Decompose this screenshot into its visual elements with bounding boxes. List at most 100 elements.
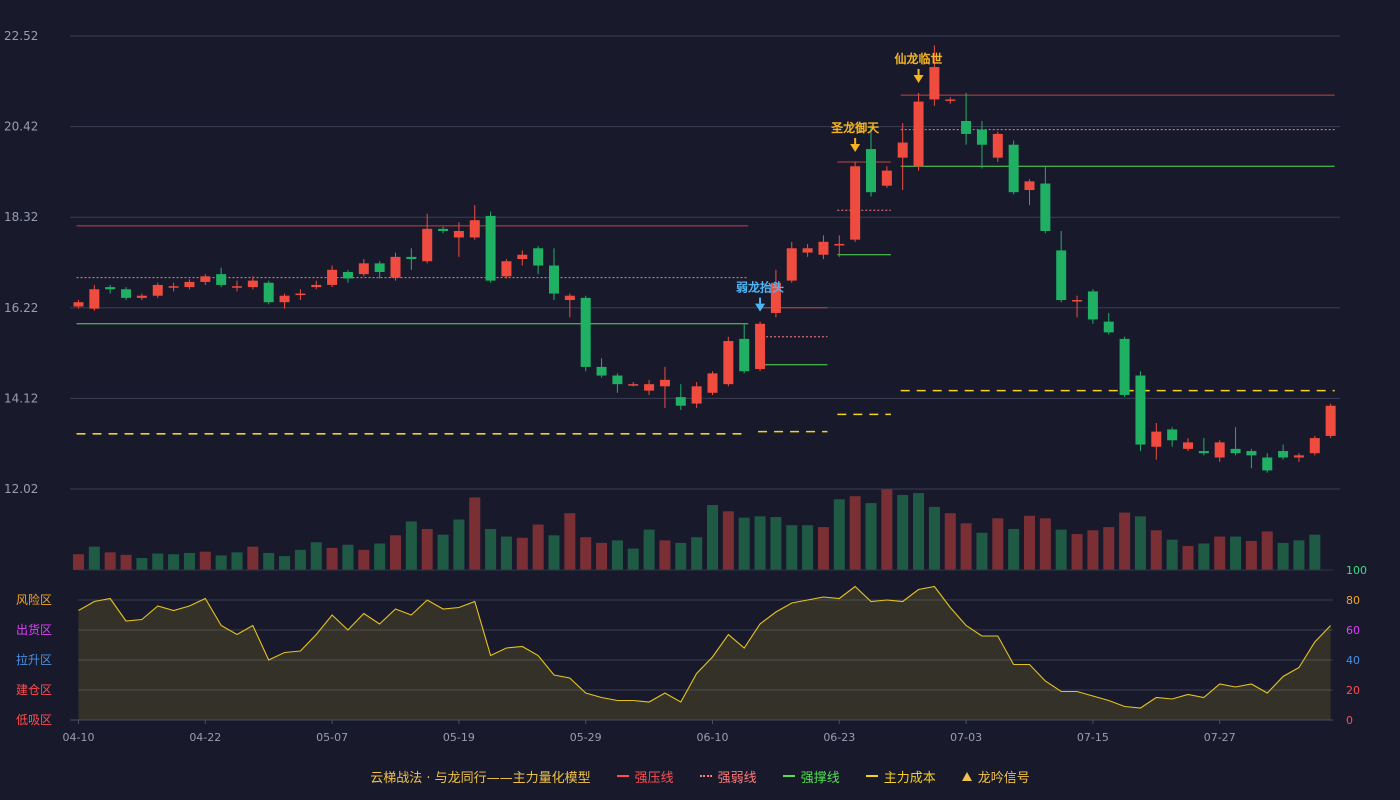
volume-bar xyxy=(817,527,829,570)
volume-bar xyxy=(897,494,909,570)
volume-bar xyxy=(1103,527,1115,570)
candle-body xyxy=(200,276,211,282)
x-tick-label: 05-07 xyxy=(316,731,348,744)
volume-bar xyxy=(1008,529,1020,570)
volume-bar xyxy=(865,503,877,570)
volume-bar xyxy=(786,525,798,570)
candle-body xyxy=(1008,144,1019,193)
candle-body xyxy=(232,286,242,288)
candle-body xyxy=(580,297,591,367)
x-tick-label: 04-10 xyxy=(63,731,95,744)
candle-body xyxy=(501,261,512,277)
volume-bar xyxy=(928,506,940,570)
price-tick-label: 18.32 xyxy=(4,210,38,224)
candle-body xyxy=(644,384,655,391)
dotted-line-icon xyxy=(699,775,712,777)
candle-body xyxy=(628,384,639,386)
legend-main-cost: 主力成本 xyxy=(865,767,936,786)
candle-body xyxy=(1214,442,1225,458)
price-tick-label: 22.52 xyxy=(4,29,38,43)
candle-body xyxy=(1293,455,1304,458)
volume-bar xyxy=(342,544,354,570)
volume-bar xyxy=(691,537,703,570)
volume-bar xyxy=(976,532,988,570)
volume-bar xyxy=(643,529,655,570)
volume-bar xyxy=(310,542,322,570)
volume-bar xyxy=(1293,540,1305,570)
candle-body xyxy=(469,220,480,238)
candle-body xyxy=(549,265,559,294)
volume-bar xyxy=(469,497,481,570)
candle-body xyxy=(216,274,227,285)
candle-body xyxy=(1087,291,1098,320)
indicator-zone-label: 拉升区 xyxy=(16,652,52,667)
volume-bar xyxy=(675,542,687,570)
volume-bar xyxy=(279,556,291,570)
candle-body xyxy=(961,120,972,134)
candle-body xyxy=(992,133,1003,158)
volume-bar xyxy=(1134,516,1146,570)
volume-bar xyxy=(136,558,148,570)
volume-bar xyxy=(754,516,766,570)
volume-bar xyxy=(659,540,671,570)
candle-body xyxy=(327,269,338,285)
volume-bar xyxy=(596,542,608,570)
volume-bar xyxy=(263,552,275,570)
candle-body xyxy=(342,271,353,279)
volume-bar xyxy=(580,537,592,570)
candle-body xyxy=(184,281,195,288)
candle-body xyxy=(279,295,290,303)
volume-bar xyxy=(944,513,956,570)
candle-body xyxy=(105,287,116,290)
price-grid xyxy=(70,35,1340,490)
volume-bar xyxy=(1150,530,1162,570)
volume-bars xyxy=(73,489,1321,570)
price-tick-label: 12.02 xyxy=(4,482,38,496)
indicator-zone-label: 低吸区 xyxy=(16,713,52,727)
candle-body xyxy=(311,284,322,288)
candle-body xyxy=(374,263,385,272)
x-tick-label: 05-19 xyxy=(443,731,475,744)
volume-bar xyxy=(1230,536,1242,570)
signal-arrow xyxy=(755,303,766,312)
candle-body xyxy=(1183,442,1193,449)
volume-bar xyxy=(453,519,465,570)
legend-strong-pressure: 强压线 xyxy=(616,767,674,786)
candle-body xyxy=(1040,183,1051,232)
volume-bar xyxy=(1166,539,1178,570)
volume-bar xyxy=(405,521,417,570)
candle-body xyxy=(1151,431,1162,447)
volume-bar xyxy=(73,554,84,570)
solid-line-icon xyxy=(616,775,629,777)
candle-body xyxy=(533,248,544,266)
volume-bar xyxy=(770,517,782,570)
candle-body xyxy=(1325,405,1336,436)
candle-body xyxy=(1278,451,1289,458)
volume-bar xyxy=(532,524,544,570)
candle-body xyxy=(818,241,829,255)
candle-body xyxy=(739,338,750,372)
candle-body xyxy=(121,289,132,298)
candle-body xyxy=(564,295,575,301)
candle-body xyxy=(152,284,163,296)
candle-body xyxy=(168,286,179,288)
volume-bar xyxy=(1071,534,1083,570)
candle-body xyxy=(1103,321,1114,333)
signal-label: 弱龙抬头 xyxy=(736,280,784,295)
price-tick-label: 20.42 xyxy=(4,120,38,134)
volume-bar xyxy=(183,552,195,570)
volume-bar xyxy=(104,552,116,570)
indicator-line xyxy=(78,585,1331,709)
x-tick-label: 07-27 xyxy=(1204,731,1236,744)
volume-bar xyxy=(199,551,211,570)
candle-body xyxy=(358,263,369,275)
signal-arrow xyxy=(913,74,924,83)
indicator-area xyxy=(78,586,1331,720)
price-tick-label: 14.12 xyxy=(4,391,38,405)
candle-body xyxy=(1230,448,1241,454)
candle-body xyxy=(1198,451,1209,454)
candle-body xyxy=(1056,250,1067,301)
volume-bar xyxy=(516,537,528,570)
